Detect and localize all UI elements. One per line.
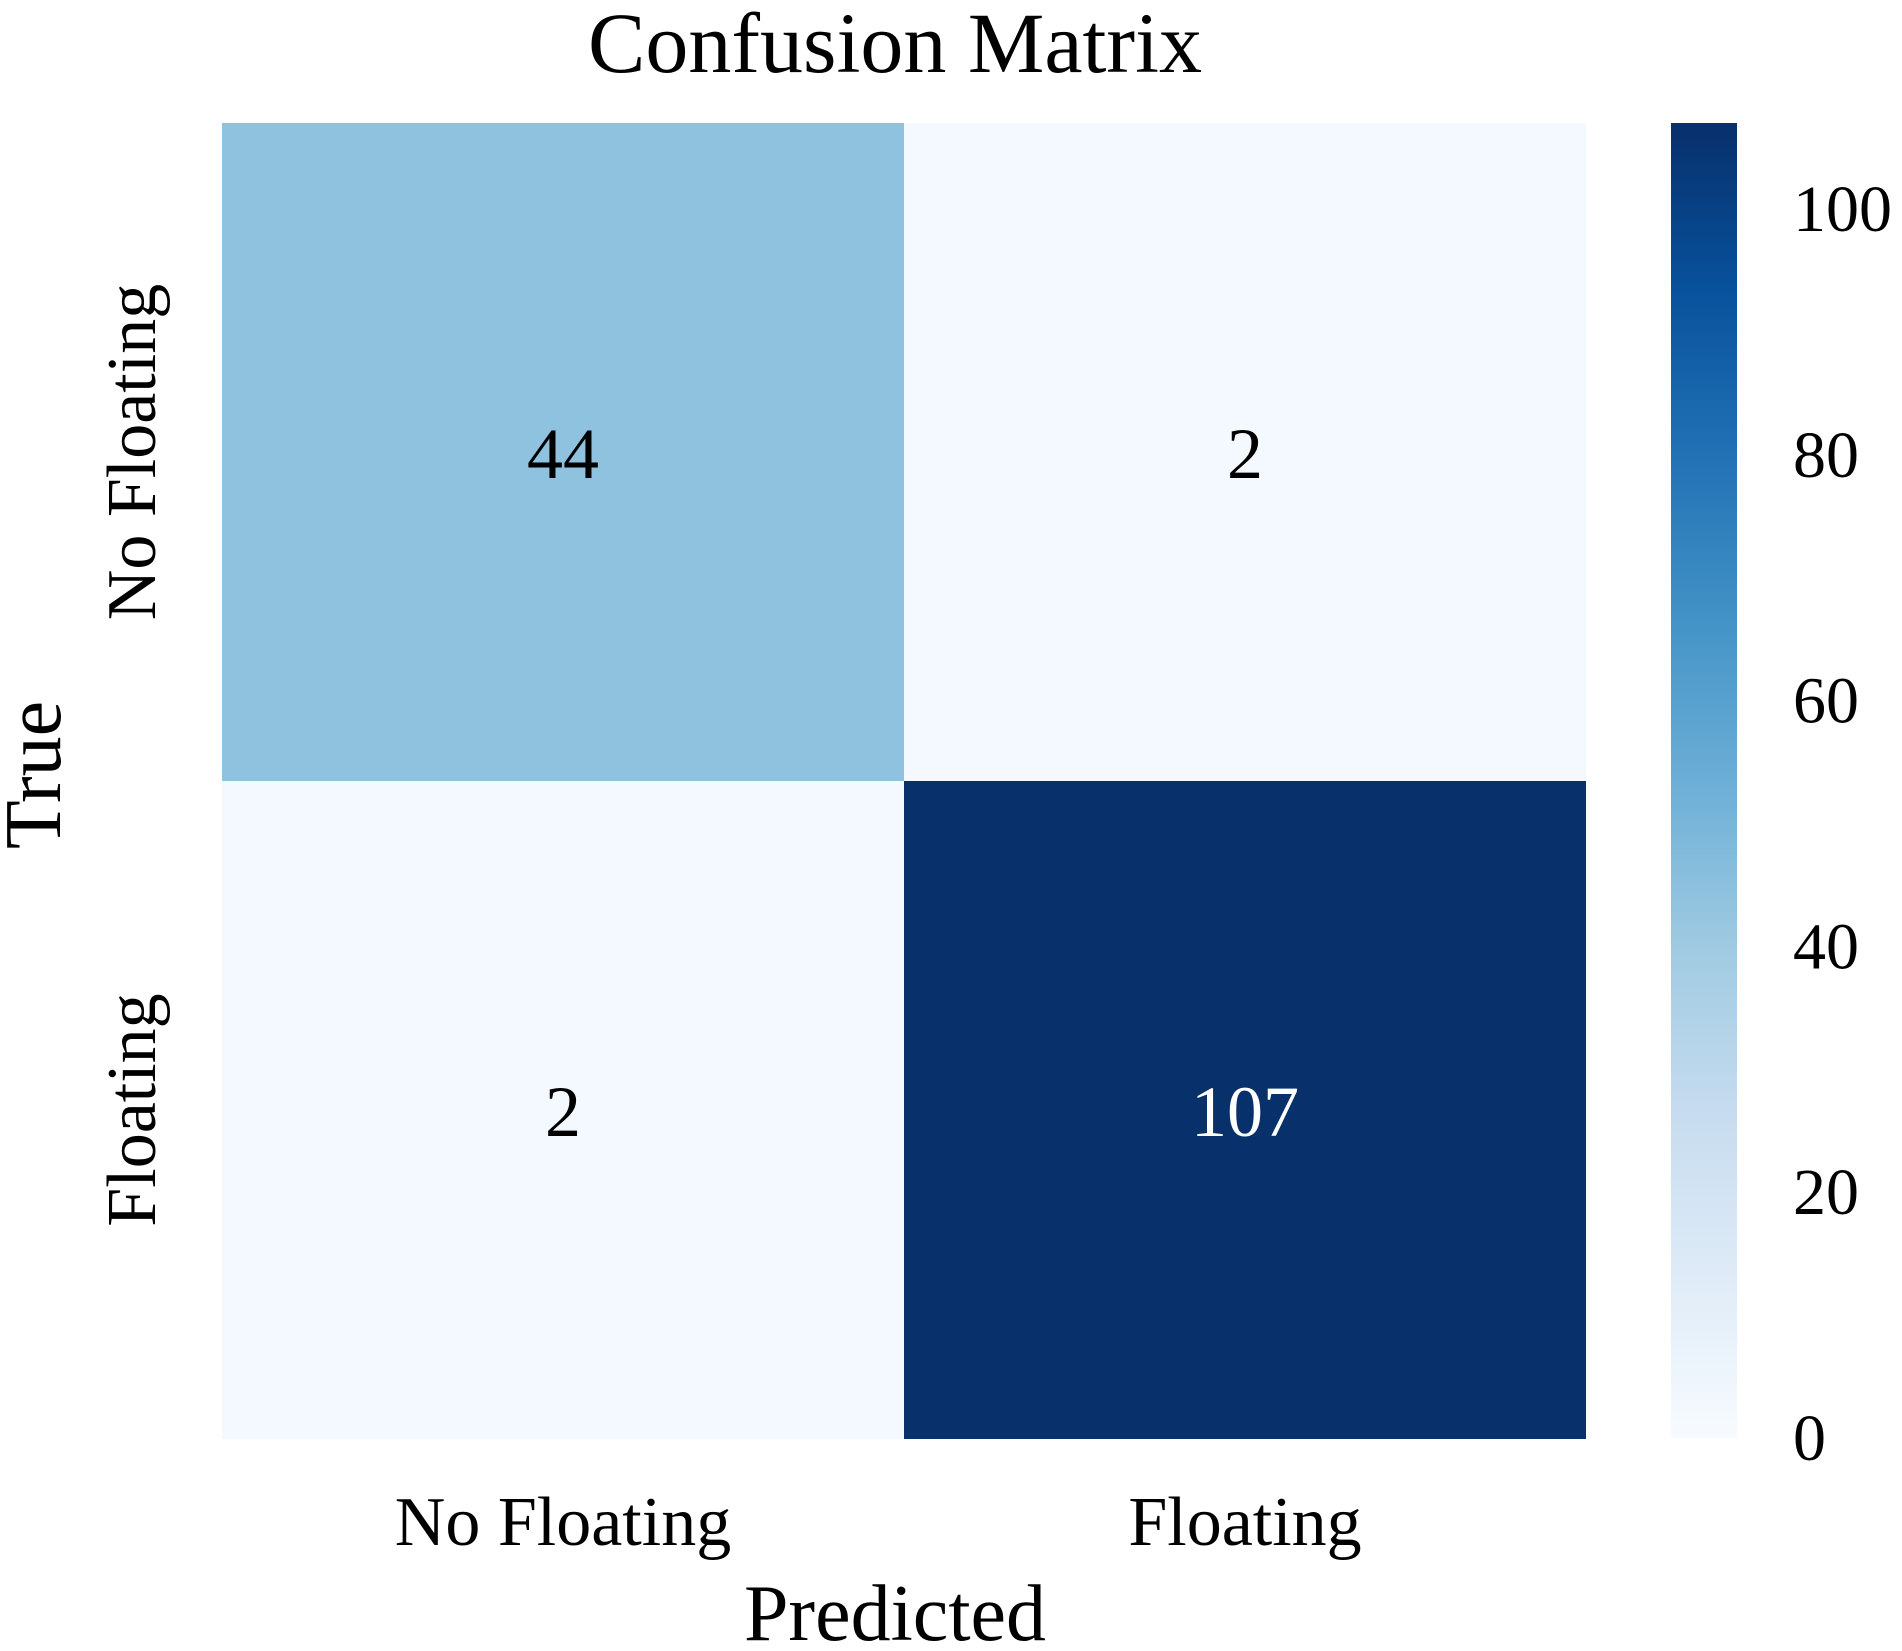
cell-value-label: 107 (1191, 1072, 1299, 1152)
colorbar-tick-label: 100 (1793, 173, 1892, 246)
colorbar (1671, 123, 1737, 1438)
heatmap-cell-1-1 (904, 781, 1586, 1439)
chart-title: Confusion Matrix (588, 0, 1202, 91)
x-axis-label: Predicted (744, 1570, 1046, 1646)
y-axis-label: True (0, 701, 78, 849)
colorbar-tick-label: 60 (1793, 665, 1859, 738)
heatmap-cell-labels: 44 2 2 107 (527, 414, 1299, 1152)
heatmap-cell-0-0 (222, 123, 904, 781)
x-tick-label: No Floating (395, 1484, 731, 1561)
y-axis-tick-labels: No Floating Floating (94, 284, 171, 1227)
colorbar-tick-labels: 0 20 40 60 80 100 (1793, 173, 1892, 1475)
cell-value-label: 2 (545, 1072, 581, 1152)
colorbar-tick-label: 20 (1793, 1156, 1859, 1229)
y-tick-label: No Floating (94, 284, 171, 620)
x-axis-tick-labels: No Floating Floating (395, 1484, 1362, 1561)
colorbar-tick-label: 80 (1793, 419, 1859, 492)
x-tick-label: Floating (1128, 1484, 1361, 1561)
colorbar-tick-label: 0 (1793, 1402, 1826, 1475)
cell-value-label: 44 (527, 414, 599, 494)
colorbar-tick-label: 40 (1793, 910, 1859, 983)
y-tick-label: Floating (94, 993, 171, 1226)
cell-value-label: 2 (1227, 414, 1263, 494)
heatmap-cell-0-1 (904, 123, 1586, 781)
heatmap-cells (222, 123, 1586, 1439)
heatmap-cell-1-0 (222, 781, 904, 1439)
